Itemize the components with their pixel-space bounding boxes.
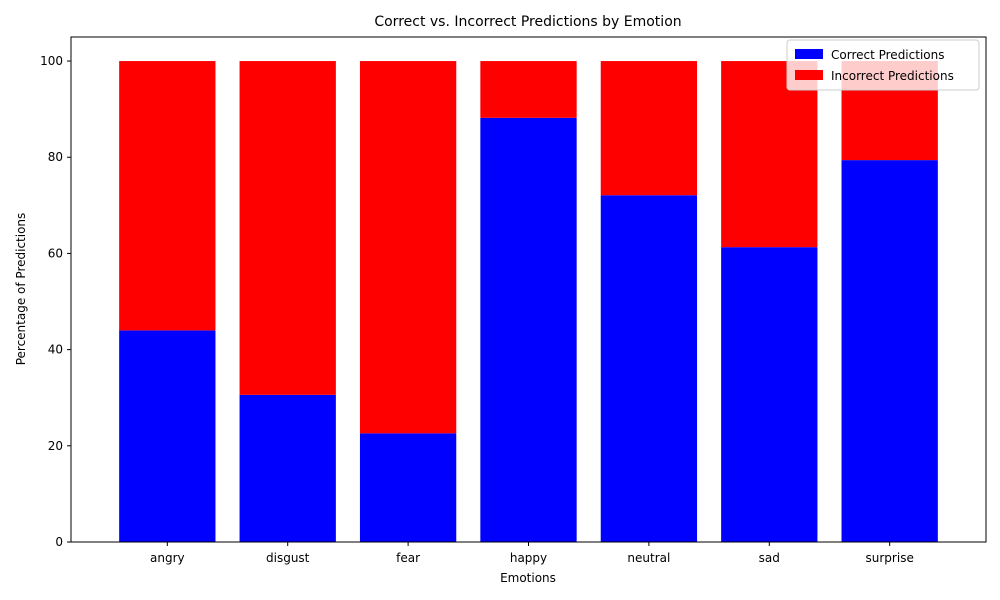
bar-neutral-incorrect [600, 61, 698, 196]
bar-angry-incorrect [119, 61, 216, 331]
bar-fear-correct [359, 433, 457, 542]
bar-happy-incorrect [480, 61, 577, 118]
bar-disgust-correct [239, 394, 336, 542]
bar-angry-correct [119, 330, 216, 542]
bar-happy-correct [480, 117, 577, 543]
y-axis: 0 20 40 60 80 100 [40, 54, 71, 549]
x-tick-label-angry: angry [150, 551, 185, 565]
x-tick-label-disgust: disgust [266, 551, 310, 565]
bar-disgust-incorrect [239, 61, 336, 395]
x-tick-label-happy: happy [510, 551, 547, 565]
y-tick-label: 0 [55, 535, 63, 549]
legend-box [786, 39, 980, 91]
chart-title: Correct vs. Incorrect Predictions by Emo… [374, 14, 681, 30]
y-tick-label: 100 [40, 54, 63, 68]
bar-sad-incorrect [721, 61, 818, 248]
x-tick-label-fear: fear [396, 551, 420, 565]
legend-swatch-correct [795, 49, 823, 59]
x-axis: angry disgust fear happy neutral sad surprise [150, 542, 914, 565]
x-tick-label-sad: sad [759, 551, 780, 565]
bars-group [119, 61, 938, 543]
legend: Correct Predictions Incorrect Predictions [786, 39, 980, 91]
bar-fear-incorrect [359, 61, 457, 434]
y-tick-label: 80 [48, 150, 63, 164]
x-tick-label-neutral: neutral [627, 551, 670, 565]
legend-label-incorrect: Incorrect Predictions [831, 69, 954, 83]
x-tick-label-surprise: surprise [866, 551, 914, 565]
y-tick-label: 40 [48, 343, 63, 357]
legend-swatch-incorrect [795, 70, 823, 80]
bar-neutral-correct [600, 195, 698, 542]
bar-surprise-correct [841, 160, 938, 542]
y-axis-label: Percentage of Predictions [14, 213, 28, 366]
bar-sad-correct [721, 247, 818, 542]
x-axis-label: Emotions [500, 571, 556, 585]
legend-label-correct: Correct Predictions [831, 48, 944, 62]
y-tick-label: 20 [48, 439, 63, 453]
y-tick-label: 60 [48, 246, 63, 260]
